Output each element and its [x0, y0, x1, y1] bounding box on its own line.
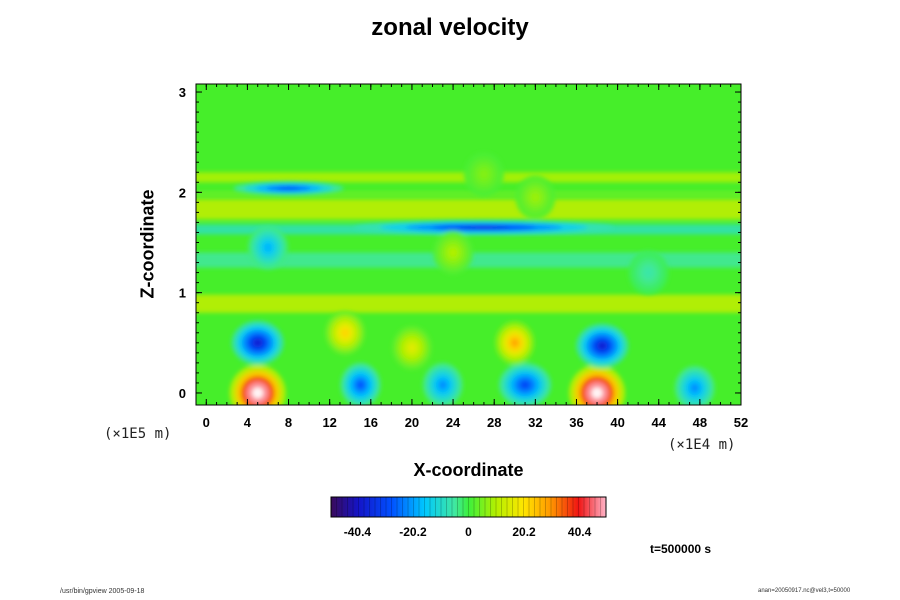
velocity-feature: [433, 230, 474, 275]
footer-command: /usr/bin/gpview 2005-09-18: [60, 588, 145, 595]
velocity-feature: [628, 250, 669, 295]
x-tick-label: 4: [244, 415, 252, 430]
velocity-feature: [576, 323, 629, 368]
velocity-feature: [391, 325, 432, 370]
velocity-feature: [499, 362, 552, 405]
x-tick-label: 44: [652, 415, 667, 430]
velocity-feature: [463, 152, 504, 197]
x-tick-label: 8: [285, 415, 292, 430]
y-tick-label: 3: [179, 85, 186, 100]
heatmap-field: [196, 84, 741, 405]
y-axis-unit: (×1E5 m): [104, 426, 172, 442]
colorbar-levels: [330, 497, 607, 517]
x-tick-label: 36: [569, 415, 583, 430]
chart-title: zonal velocity: [371, 14, 529, 41]
velocity-feature: [229, 364, 286, 405]
velocity-feature: [674, 365, 715, 405]
colorbar-tick-label: 0: [465, 525, 472, 539]
velocity-feature: [325, 310, 366, 355]
colorbar-tick-label: 40.4: [568, 525, 592, 539]
time-annotation: t=500000 s: [650, 542, 712, 556]
x-axis-unit: (×1E4 m): [668, 437, 736, 453]
x-axis-label: X-coordinate: [413, 460, 524, 480]
colorbar-tick-label: -40.4: [344, 525, 372, 539]
y-axis-label: Z-coordinate: [137, 189, 158, 299]
velocity-feature: [494, 320, 535, 365]
y-tick-label: 1: [179, 286, 186, 301]
y-tick-label: 2: [179, 185, 186, 200]
velocity-feature: [231, 320, 284, 365]
velocity-band: [196, 294, 741, 313]
velocity-band: [196, 191, 741, 197]
velocity-feature: [233, 181, 344, 196]
plot-frame: [195, 83, 742, 406]
y-axis: 0 1 2 3: [179, 85, 741, 401]
velocity-feature: [422, 362, 463, 405]
colorbar-axis: -40.4 -20.2 0 20.2 40.4: [344, 525, 592, 539]
colorbar: [330, 496, 607, 518]
x-tick-label: 24: [446, 415, 461, 430]
x-tick-label: 40: [610, 415, 624, 430]
colorbar-tick-label: 20.2: [512, 525, 536, 539]
x-tick-label: 20: [405, 415, 419, 430]
heatmap-features: [229, 152, 715, 405]
x-tick-label: 0: [203, 415, 210, 430]
footer-source: anan=20050917.nc@vel3,t=50000: [758, 588, 851, 594]
velocity-feature: [247, 225, 288, 270]
velocity-band: [196, 199, 741, 220]
velocity-feature: [340, 362, 381, 405]
x-tick-label: 52: [734, 415, 748, 430]
x-tick-label: 16: [364, 415, 378, 430]
colorbar-tick-label: -20.2: [399, 525, 427, 539]
velocity-feature: [569, 364, 626, 405]
x-tick-label: 12: [322, 415, 336, 430]
y-tick-label: 0: [179, 386, 186, 401]
x-tick-label: 32: [528, 415, 542, 430]
x-tick-label: 28: [487, 415, 501, 430]
velocity-feature: [515, 175, 556, 220]
x-axis: 0 4 8 12 16 20 24 28 32 36 40 44 48 52: [195, 84, 748, 430]
velocity-feature: [353, 220, 614, 235]
x-tick-label: 48: [693, 415, 707, 430]
